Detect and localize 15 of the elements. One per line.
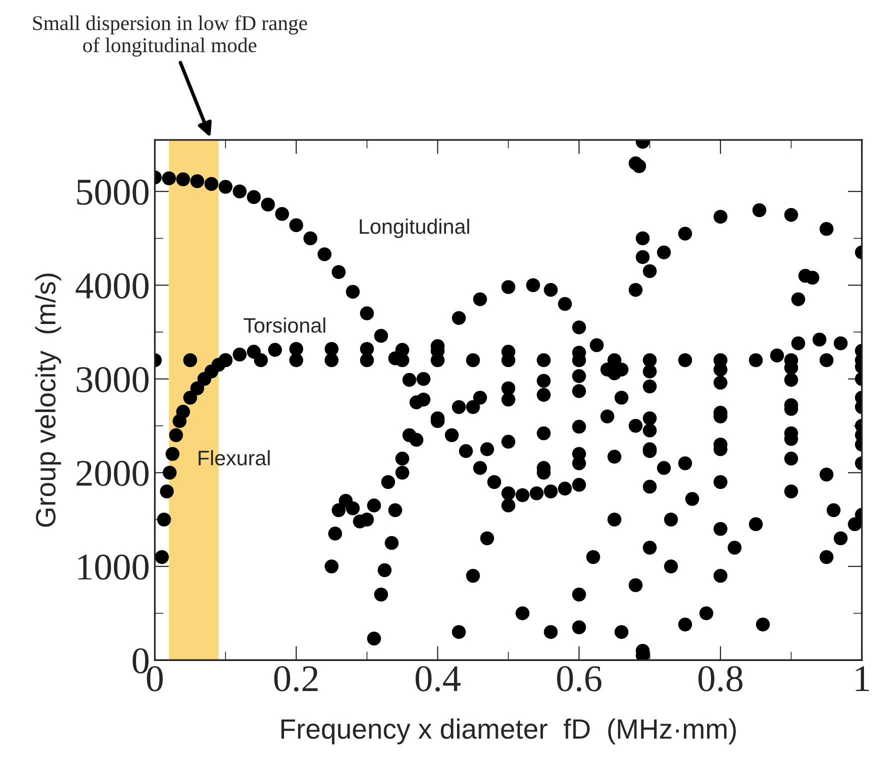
x-tick-label: 0.6 bbox=[557, 666, 602, 692]
x-tick-label: 0.8 bbox=[698, 666, 742, 692]
x-tick-label: 1 bbox=[856, 666, 870, 692]
y-tick-label: 4000 bbox=[76, 273, 149, 299]
y-axis-title: Group velocity (m/s) bbox=[35, 274, 62, 527]
text: Small dispersion in low fD range of longitudinal mode bbox=[33, 15, 308, 57]
x-axis-title: Frequency x diameter fD (MHz·mm) bbox=[281, 718, 736, 744]
y-tick-label: 1000 bbox=[78, 554, 149, 580]
annotation: Longitudinal bbox=[360, 218, 470, 238]
x-tick-label: 0.2 bbox=[274, 666, 318, 692]
y-tick-label: 3000 bbox=[76, 367, 149, 392]
y-tick-label: 5000 bbox=[77, 180, 149, 205]
annotation: Torsional bbox=[244, 317, 326, 333]
x-tick-label: 0.4 bbox=[416, 666, 461, 692]
y-tick-label: 2000 bbox=[76, 460, 149, 486]
